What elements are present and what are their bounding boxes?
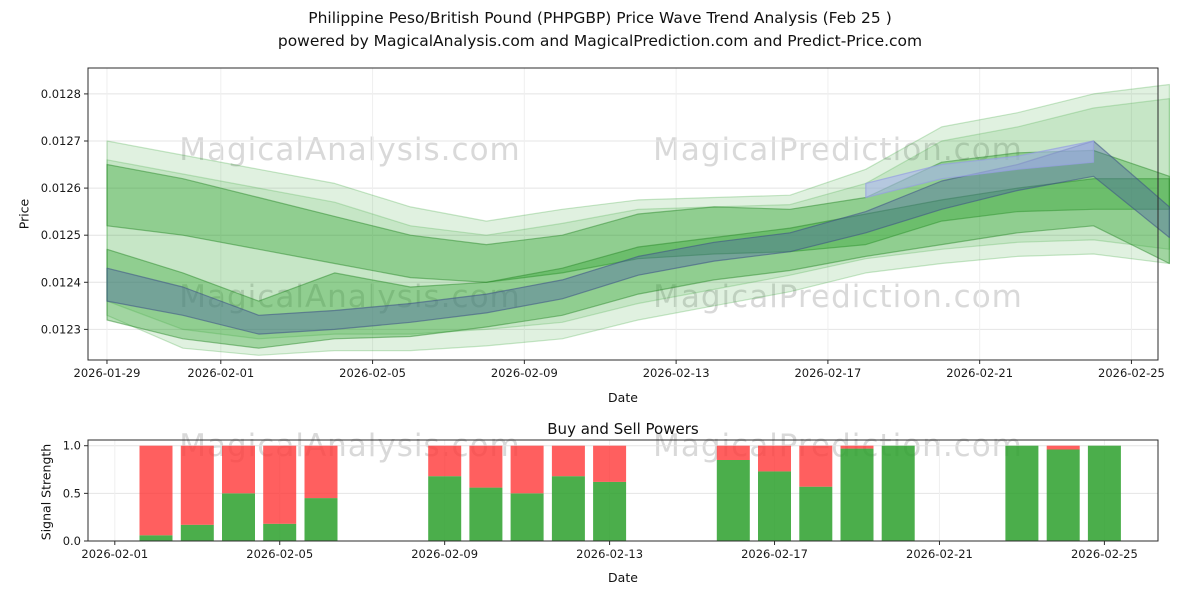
- y-tick-label: 0.0126: [41, 181, 81, 195]
- y-tick-label: 0.0128: [41, 87, 81, 101]
- bar-sell-2026-02-10: [469, 445, 503, 488]
- bar-buy-2026-02-19: [840, 448, 874, 541]
- bar-sell-2026-02-04: [222, 445, 255, 494]
- subchart-title: Buy and Sell Powers: [547, 420, 699, 438]
- x-tick-label: 2026-02-17: [741, 547, 808, 561]
- x-tick-label: 2026-02-05: [246, 547, 313, 561]
- x-tick-label: 2026-02-21: [946, 366, 1013, 380]
- bar-buy-2026-02-25: [1087, 445, 1121, 541]
- bar-buy-2026-02-09: [428, 476, 462, 541]
- x-tick-label: 2026-01-29: [74, 366, 141, 380]
- bar-sell-2026-02-19: [840, 445, 874, 449]
- x-tick-label: 2026-02-09: [491, 366, 558, 380]
- bar-buy-2026-02-11: [510, 493, 544, 541]
- bar-buy-2026-02-10: [469, 487, 503, 541]
- x-tick-label: 2026-02-01: [187, 366, 254, 380]
- price-axis-label: Price: [16, 198, 32, 230]
- y-tick-label: 0.0123: [41, 322, 81, 336]
- plot-border: [87, 67, 1159, 361]
- bar-buy-2026-02-13: [593, 481, 627, 541]
- y-tick-label: 0.0125: [41, 228, 81, 242]
- bar-sell-2026-02-17: [758, 445, 791, 472]
- bar-sell-2026-02-11: [510, 445, 544, 494]
- y-tick-label: 0.5: [63, 486, 81, 500]
- bar-sell-2026-02-24: [1046, 445, 1080, 450]
- bar-sell-2026-02-18: [799, 445, 833, 487]
- bar-sell-2026-02-16: [716, 445, 750, 460]
- bar-buy-2026-02-04: [222, 493, 255, 541]
- bar-sell-2026-02-12: [551, 445, 585, 477]
- bar-sell-2026-02-05: [263, 445, 297, 524]
- bar-buy-2026-02-23: [1005, 445, 1039, 541]
- y-tick-label: 0.0: [63, 534, 81, 548]
- x-tick-label: 2026-02-13: [576, 547, 643, 561]
- bar-buy-2026-02-24: [1046, 449, 1080, 541]
- bar-buy-2026-02-05: [263, 523, 297, 541]
- x-tick-label: 2026-02-21: [906, 547, 973, 561]
- y-tick-label: 0.0124: [41, 275, 81, 289]
- band-soft-envelope: [106, 98, 1170, 340]
- watermark-analysis: MagicalAnalysis.com: [179, 132, 521, 168]
- bar-buy-2026-02-12: [551, 476, 585, 541]
- band-highlight-band-lavender: [865, 140, 1095, 199]
- date-axis-label-main: Date: [608, 390, 638, 405]
- band-outer-envelope: [106, 83, 1170, 356]
- plot-border: [87, 439, 1159, 542]
- x-tick-label: 2026-02-09: [411, 547, 478, 561]
- chart-subtitle: powered by MagicalAnalysis.com and Magic…: [277, 32, 923, 50]
- bar-sell-2026-02-09: [428, 445, 462, 477]
- bar-buy-2026-02-20: [881, 445, 915, 541]
- x-tick-label: 2026-02-25: [1071, 547, 1138, 561]
- date-axis-label-sub: Date: [608, 570, 638, 585]
- bar-buy-2026-02-06: [304, 498, 338, 541]
- y-tick-label: 0.0127: [41, 134, 81, 148]
- bar-buy-2026-02-18: [799, 486, 833, 541]
- bar-buy-2026-02-03: [180, 524, 214, 541]
- bar-sell-2026-02-03: [180, 445, 214, 525]
- bar-sell-2026-02-13: [593, 445, 627, 482]
- watermark-prediction: MagicalPrediction.com: [653, 279, 1023, 315]
- y-tick-label: 1.0: [63, 439, 81, 453]
- chart-title: Philippine Peso/British Pound (PHPGBP) P…: [308, 9, 892, 27]
- signal-strength-axis-label: Signal Strength: [38, 443, 54, 541]
- bar-sell-2026-02-02: [139, 445, 173, 536]
- x-tick-label: 2026-02-05: [339, 366, 406, 380]
- x-tick-label: 2026-02-17: [794, 366, 861, 380]
- price-wave-chart: 2026-01-29 2026-02-01 2026-02-05 2026-02-09…: [41, 67, 1170, 380]
- buy-sell-chart: 2026-02-01 2026-02-05 2026-02-09 2026-02-13…: [63, 439, 1159, 561]
- bar-buy-2026-02-02: [139, 535, 173, 541]
- bar-sell-2026-02-06: [304, 445, 338, 499]
- x-tick-label: 2026-02-13: [643, 366, 710, 380]
- bar-buy-2026-02-16: [716, 460, 750, 541]
- x-tick-label: 2026-02-25: [1098, 366, 1165, 380]
- bar-buy-2026-02-17: [758, 471, 791, 541]
- x-tick-label: 2026-02-01: [81, 547, 148, 561]
